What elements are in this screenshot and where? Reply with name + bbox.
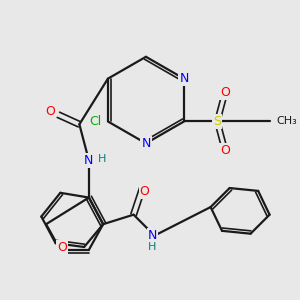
Text: O: O bbox=[220, 143, 230, 157]
Text: N: N bbox=[84, 154, 94, 167]
Text: N: N bbox=[179, 72, 189, 85]
Text: N: N bbox=[148, 229, 157, 242]
Text: O: O bbox=[220, 86, 230, 99]
Text: H: H bbox=[98, 154, 106, 164]
Text: N: N bbox=[141, 137, 151, 150]
Text: O: O bbox=[45, 106, 55, 118]
Text: Cl: Cl bbox=[89, 115, 101, 128]
Text: H: H bbox=[148, 242, 156, 252]
Text: CH₃: CH₃ bbox=[277, 116, 298, 127]
Text: S: S bbox=[213, 115, 221, 128]
Text: O: O bbox=[140, 185, 149, 198]
Text: O: O bbox=[57, 241, 67, 254]
